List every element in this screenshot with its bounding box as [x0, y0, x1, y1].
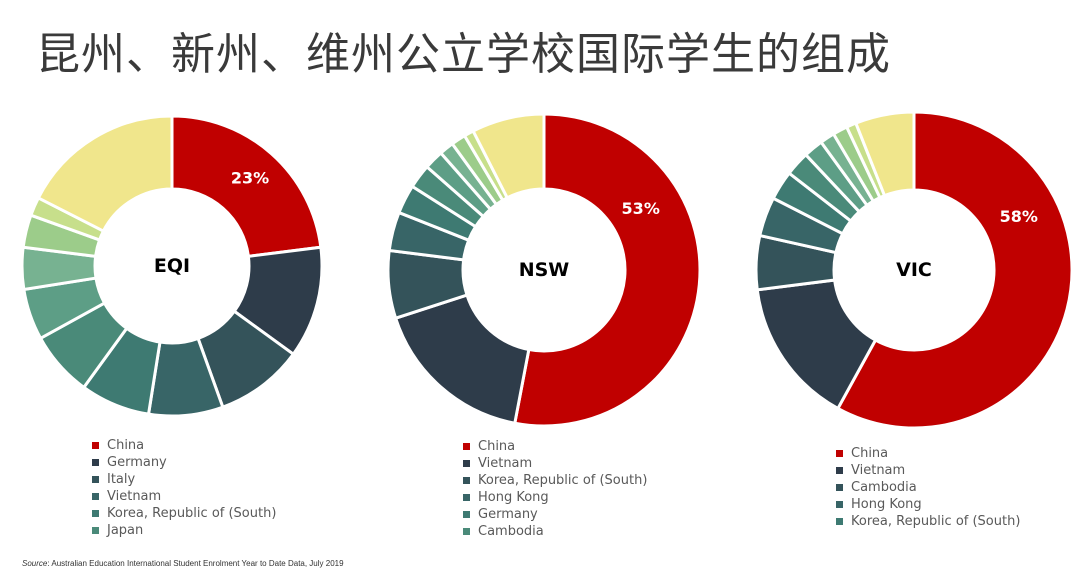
legend-swatch [463, 528, 470, 535]
legend-label: Korea, Republic of (South) [107, 506, 277, 521]
legend-label: Hong Kong [851, 497, 922, 512]
legend-item: China [836, 445, 1020, 462]
legend-swatch [92, 476, 99, 483]
vic-slice-china [835, 110, 1074, 430]
legend-label: Japan [107, 523, 144, 538]
legend-nsw: China Vietnam Korea, Republic of (South) Ho… [463, 438, 647, 540]
legend-swatch [463, 511, 470, 518]
legend-item: Vietnam [836, 462, 1020, 479]
eqi-slice-other-10 [36, 114, 174, 234]
legend-swatch [463, 477, 470, 484]
legend-item: Cambodia [463, 523, 647, 540]
legend-label: Italy [107, 472, 136, 487]
legend-swatch [463, 494, 470, 501]
legend-label: Korea, Republic of (South) [851, 514, 1021, 529]
eqi-slice-china [170, 114, 323, 259]
vic-slice-other-10 [853, 110, 916, 198]
nsw-slice-china [513, 112, 702, 428]
vic-data-label: 58% [1000, 207, 1038, 226]
legend-swatch [836, 518, 843, 525]
legend-item: China [92, 437, 276, 454]
legend-label: Vietnam [107, 489, 162, 504]
legend-item: Germany [92, 454, 276, 471]
legend-item: Korea, Republic of (South) [836, 513, 1020, 530]
legend-swatch [463, 443, 470, 450]
source-note: Source: Australian Education Internation… [22, 559, 344, 568]
legend-label: Cambodia [478, 524, 544, 539]
legend-swatch [836, 501, 843, 508]
legend-swatch [836, 467, 843, 474]
legend-label: Vietnam [478, 456, 533, 471]
legend-label: Hong Kong [478, 490, 549, 505]
legend-label: China [107, 438, 145, 453]
legend-vic: China Vietnam Cambodia Hong Kong Korea, Repu… [836, 445, 1020, 530]
legend-label: Korea, Republic of (South) [478, 473, 648, 488]
legend-swatch [92, 510, 99, 517]
nsw-center-label: NSW [519, 259, 570, 281]
legend-label: Germany [107, 455, 167, 470]
legend-item: Korea, Republic of (South) [92, 505, 276, 522]
legend-item: Italy [92, 471, 276, 488]
legend-item: Hong Kong [463, 489, 647, 506]
legend-label: Cambodia [851, 480, 917, 495]
nsw-slice-other-10 [471, 112, 546, 200]
nsw-slice-vietnam [393, 293, 531, 425]
page-title: 昆州、新州、维州公立学校国际学生的组成 [36, 29, 891, 80]
legend-swatch [92, 493, 99, 500]
legend-item: Vietnam [463, 455, 647, 472]
source-text: : Australian Education International Stu… [47, 559, 344, 568]
legend-swatch [836, 484, 843, 491]
legend-swatch [92, 527, 99, 534]
legend-label: Germany [478, 507, 538, 522]
legend-item: China [463, 438, 647, 455]
legend-label: China [478, 439, 516, 454]
legend-item: Vietnam [92, 488, 276, 505]
legend-label: Vietnam [851, 463, 906, 478]
legend-swatch [463, 460, 470, 467]
legend-item: Korea, Republic of (South) [463, 472, 647, 489]
legend-eqi: China Germany Italy Vietnam Korea, Republic … [92, 437, 276, 539]
legend-item: Germany [463, 506, 647, 523]
legend-label: China [851, 446, 889, 461]
source-label: Source [22, 559, 48, 568]
nsw-data-label: 53% [622, 199, 660, 218]
vic-center-label: VIC [896, 259, 932, 281]
eqi-center-label: EQI [154, 255, 190, 277]
legend-item: Hong Kong [836, 496, 1020, 513]
legend-swatch [92, 442, 99, 449]
legend-item: Japan [92, 522, 276, 539]
legend-swatch [92, 459, 99, 466]
legend-swatch [836, 450, 843, 457]
eqi-data-label: 23% [231, 168, 269, 187]
legend-item: Cambodia [836, 479, 1020, 496]
